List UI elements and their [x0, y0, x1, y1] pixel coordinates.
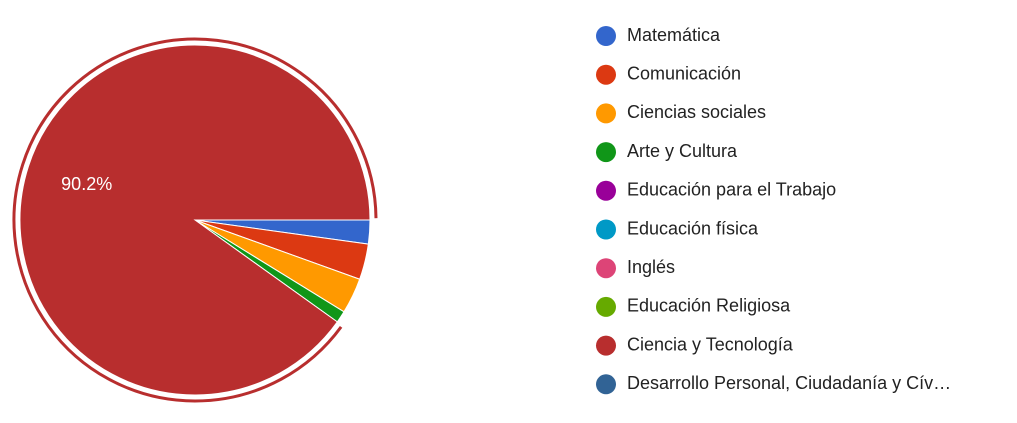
pie-slice: [19, 44, 371, 396]
legend-label: Arte y Cultura: [627, 141, 738, 161]
legend-swatch: [596, 296, 616, 317]
legend-swatch: [596, 219, 616, 240]
legend-label: Comunicación: [627, 63, 741, 83]
legend-swatch: [596, 258, 616, 279]
legend-label: Educación Religiosa: [627, 296, 791, 316]
legend-swatch: [596, 335, 616, 356]
legend-label: Educación física: [627, 218, 759, 238]
legend-swatch: [596, 180, 616, 201]
legend-label: Desarrollo Personal, Ciudadanía y Cív…: [627, 373, 951, 393]
slice-label: 90.2%: [61, 174, 112, 194]
legend-swatch: [596, 26, 616, 46]
legend-label: Matemática: [627, 25, 721, 45]
legend-swatch: [596, 64, 616, 85]
legend-swatch: [596, 142, 616, 163]
legend-swatch: [596, 374, 616, 395]
legend-label: Ciencias sociales: [627, 102, 766, 122]
legend-label: Inglés: [627, 257, 675, 277]
legend-label: Educación para el Trabajo: [627, 180, 836, 200]
slice-highlight: [12, 37, 378, 403]
legend-swatch: [596, 103, 616, 124]
legend-label: Ciencia y Tecnología: [627, 334, 794, 354]
